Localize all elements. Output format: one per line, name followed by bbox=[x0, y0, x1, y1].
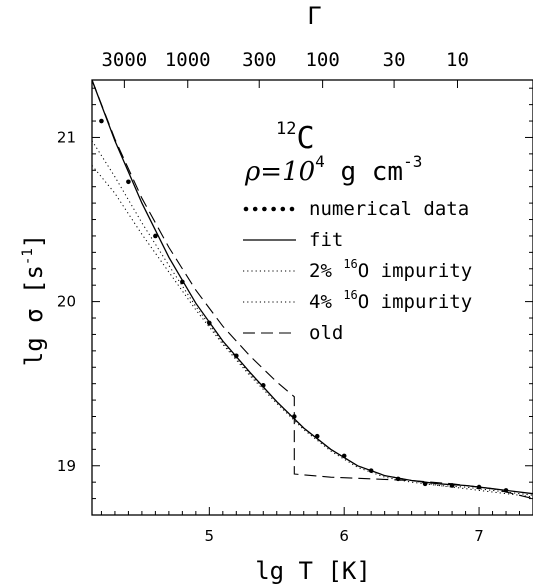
series-layer bbox=[92, 80, 533, 500]
top-axis-label: Γ bbox=[307, 2, 321, 30]
legend-marker-dot bbox=[280, 206, 286, 212]
data-point bbox=[153, 233, 158, 239]
top-tick-labels: 3000 1000 300 100 30 10 bbox=[101, 49, 468, 71]
legend-label: numerical data bbox=[309, 198, 469, 220]
annotation-density: ρ=104 g cm-3 bbox=[244, 152, 422, 187]
annotation-nucleus: 12C bbox=[276, 119, 315, 156]
y-axis-label: lg σ [s-1] bbox=[20, 234, 48, 366]
x-tick-label: 5 bbox=[205, 527, 215, 545]
series-fit-1 bbox=[92, 80, 533, 495]
x-tick-label: 7 bbox=[474, 527, 484, 545]
legend-label: old bbox=[309, 322, 343, 344]
legend-marker-dot bbox=[262, 206, 267, 212]
y-tick-label: 19 bbox=[57, 457, 76, 475]
series-2-16o-impurity-2 bbox=[92, 140, 533, 496]
top-tick-label: 3000 bbox=[101, 49, 147, 71]
top-tick-label: 300 bbox=[242, 49, 276, 71]
top-tick-label: 30 bbox=[383, 49, 406, 71]
series-old-4 bbox=[92, 80, 533, 500]
y-tick-label: 20 bbox=[57, 293, 76, 311]
legend-marker-dot bbox=[252, 206, 258, 212]
top-tick-label: 100 bbox=[305, 49, 339, 71]
legend-marker-dot bbox=[271, 206, 276, 212]
axis-ticks bbox=[92, 80, 533, 515]
y-tick-label: 21 bbox=[57, 128, 76, 146]
top-tick-label: 10 bbox=[446, 49, 469, 71]
legend-label: 2% 16O impurity bbox=[309, 257, 472, 282]
data-point bbox=[99, 118, 104, 124]
legend: numerical data fit 2% 16O impurity 4% 16O i… bbox=[243, 198, 472, 344]
legend-label: 4% 16O impurity bbox=[309, 288, 472, 313]
top-tick-label: 1000 bbox=[165, 49, 211, 71]
legend-marker-dot bbox=[289, 206, 295, 212]
y-tick-labels: 19 20 21 bbox=[57, 128, 76, 474]
data-point bbox=[126, 179, 131, 185]
plot-frame bbox=[91, 79, 533, 516]
x-tick-label: 6 bbox=[339, 527, 349, 545]
x-tick-labels: 5 6 7 bbox=[205, 527, 484, 545]
legend-marker-dot bbox=[243, 206, 249, 212]
legend-label: fit bbox=[309, 229, 343, 251]
x-axis-label: lg T [K] bbox=[255, 557, 371, 585]
